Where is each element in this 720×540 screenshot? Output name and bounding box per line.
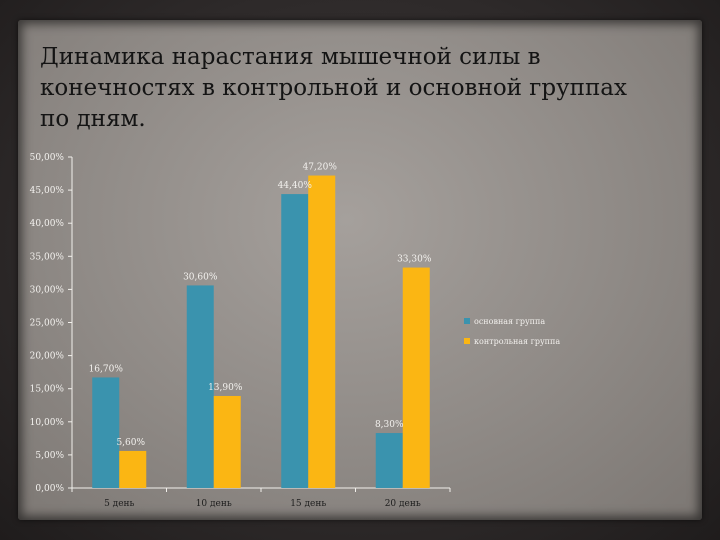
legend-label: контрольная группа (474, 337, 560, 346)
bar (186, 285, 214, 488)
data-label: 30,60% (183, 272, 218, 282)
y-tick-label: 10,00% (30, 418, 65, 428)
y-tick-label: 35,00% (30, 252, 65, 262)
legend-swatch (464, 338, 470, 344)
data-label: 47,20% (303, 163, 338, 173)
data-label: 13,90% (208, 383, 243, 393)
data-label: 5,60% (116, 438, 145, 448)
chart-bars (92, 175, 430, 488)
x-category-label: 20 день (385, 499, 421, 509)
bar (281, 194, 309, 488)
data-label: 16,70% (89, 364, 124, 374)
data-label: 44,40% (278, 181, 313, 191)
y-tick-label: 0,00% (35, 484, 64, 494)
legend-swatch (464, 318, 470, 324)
bar (402, 267, 430, 488)
legend-label: основная группа (474, 317, 545, 326)
chart-data-labels: 16,70% 5,60% 30,60% 13,90% 44,40% 47,20% 8,30%… (89, 163, 432, 448)
bar (119, 450, 147, 488)
bar (92, 377, 120, 488)
chart-axes: 0,00% 5,00% 10,00% 15,00% 20,00% 25,00% 30,00%… (30, 153, 451, 509)
y-tick-label: 15,00% (30, 385, 65, 395)
x-category-label: 10 день (196, 499, 232, 509)
slide-panel (18, 20, 702, 520)
y-tick-label: 40,00% (30, 219, 65, 229)
y-tick-label: 45,00% (30, 186, 65, 196)
y-tick-label: 25,00% (30, 319, 65, 329)
y-tick-label: 20,00% (30, 352, 65, 362)
y-tick-label: 5,00% (35, 451, 64, 461)
x-category-label: 5 день (104, 499, 134, 509)
data-label: 8,30% (375, 420, 404, 430)
chart-legend: основная группа контрольная группа (464, 317, 560, 346)
y-tick-label: 30,00% (30, 285, 65, 295)
bar (375, 433, 403, 488)
bar (213, 395, 241, 488)
slide-title: Динамика нарастания мышечной силы в коне… (40, 44, 627, 132)
y-tick-label: 50,00% (30, 153, 65, 163)
x-category-label: 15 день (290, 499, 326, 509)
bar (308, 175, 336, 488)
data-label: 33,30% (397, 255, 432, 265)
